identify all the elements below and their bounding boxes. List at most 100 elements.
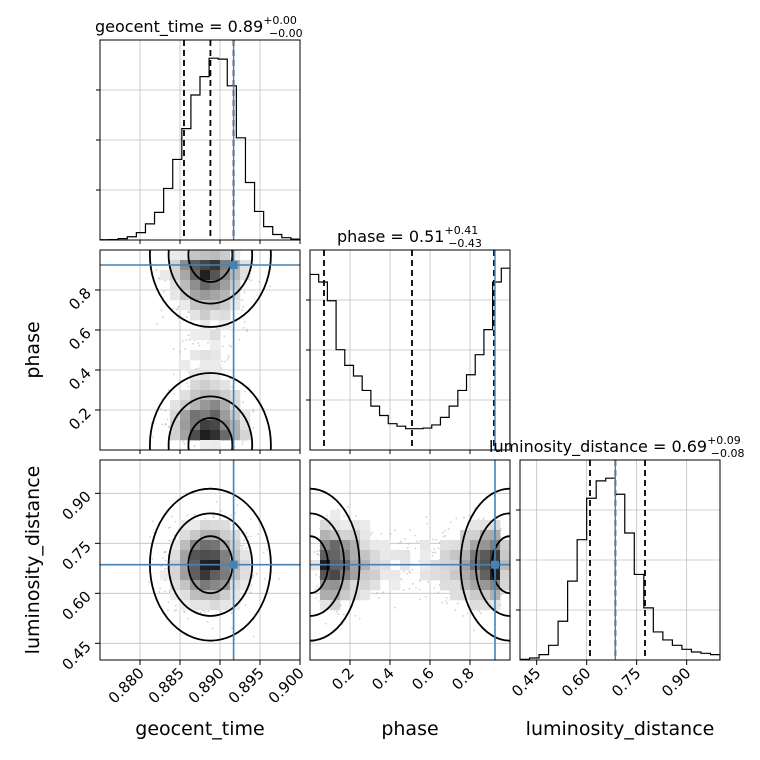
density-cell — [330, 510, 341, 521]
density-cell — [180, 390, 191, 401]
sample-point — [212, 516, 215, 519]
density-cell — [210, 340, 221, 351]
sample-point — [252, 408, 255, 411]
density-cell — [220, 520, 231, 531]
density-cell — [370, 540, 381, 551]
title-phase: phase = 0.51+0.41 −0.43 — [337, 224, 482, 250]
density-cell — [480, 550, 491, 561]
sample-point — [174, 609, 176, 612]
sample-point — [198, 344, 201, 347]
density-cell — [200, 420, 211, 431]
density-luminosity-distance-vs-geocent-time — [99, 459, 301, 661]
sample-point — [151, 558, 154, 560]
sample-point — [219, 509, 222, 512]
sample-point — [164, 590, 166, 593]
density-cell — [220, 290, 231, 301]
density-cell — [360, 520, 371, 531]
sample-point — [335, 610, 338, 613]
sample-point — [241, 299, 244, 301]
sample-point — [252, 427, 254, 429]
sample-point — [409, 528, 412, 531]
sample-point — [354, 614, 357, 617]
sample-point — [419, 598, 422, 601]
density-cell — [210, 590, 221, 601]
sample-point — [243, 291, 246, 294]
contour-line — [187, 250, 234, 283]
density-cell — [190, 410, 201, 421]
sample-point — [278, 578, 280, 580]
density-cell — [240, 570, 251, 581]
sample-point — [148, 535, 151, 538]
density-cell — [200, 280, 211, 291]
x-tick-label: 0.75 — [608, 664, 644, 700]
density-cell — [200, 410, 211, 421]
sample-point — [229, 514, 232, 517]
sample-point — [157, 277, 160, 280]
sample-point — [164, 423, 167, 426]
sample-point — [227, 354, 230, 357]
title-luminosity-distance: luminosity_distance = 0.69+0.09 −0.08 — [489, 434, 745, 460]
density-cell — [200, 430, 211, 441]
density-cell — [440, 540, 451, 551]
sample-point — [455, 517, 458, 520]
y-tick-label: 0.45 — [58, 637, 94, 673]
sample-point — [175, 609, 178, 611]
density-cell — [190, 520, 201, 531]
density-cell — [210, 310, 221, 321]
sample-point — [398, 542, 401, 545]
density-cell — [180, 540, 191, 551]
density-cell — [470, 590, 481, 601]
density-cell — [350, 570, 361, 581]
sample-point — [444, 600, 447, 603]
density-cell — [370, 550, 381, 561]
sample-point — [242, 401, 244, 404]
contour-line — [149, 250, 272, 328]
density-cell — [470, 540, 481, 551]
density-cell — [180, 280, 191, 291]
sample-point — [160, 309, 163, 312]
sample-point — [220, 610, 223, 613]
sample-point — [431, 554, 434, 557]
density-cell — [210, 330, 221, 341]
xlabel-luminosity-distance: luminosity_distance — [526, 718, 715, 740]
sample-point — [441, 531, 444, 534]
sample-point — [240, 532, 243, 535]
sample-point — [405, 572, 408, 575]
density-cell — [330, 520, 341, 531]
sample-point — [176, 306, 179, 309]
density-cell — [350, 580, 361, 591]
sample-point — [193, 445, 196, 447]
density-cell — [220, 550, 231, 561]
sample-point — [161, 316, 164, 319]
sample-point — [402, 589, 405, 592]
density-cell — [230, 550, 241, 561]
density-cell — [190, 250, 201, 261]
density-cell — [360, 540, 371, 551]
sample-point — [197, 367, 200, 370]
sample-point — [172, 307, 175, 310]
density-cell — [470, 580, 481, 591]
density-cell — [480, 590, 491, 601]
sample-point — [418, 579, 421, 582]
density-cell — [330, 600, 341, 611]
density-cell — [200, 440, 211, 450]
sample-point — [326, 517, 329, 520]
density-cell — [170, 290, 181, 301]
y-tick-label: 0.4 — [65, 364, 95, 394]
sample-point — [187, 617, 189, 620]
sample-point — [314, 589, 317, 591]
sample-point — [435, 539, 438, 541]
density-cell — [210, 280, 221, 291]
density-cell — [380, 540, 391, 551]
sample-point — [249, 591, 252, 594]
density-cell — [200, 270, 211, 281]
title-geocent-time: geocent_time = 0.89+0.00 −0.00 — [95, 14, 303, 40]
sample-point — [160, 408, 163, 411]
density-cell — [320, 600, 331, 611]
density-cell — [190, 300, 201, 311]
sample-point — [204, 611, 207, 614]
density-cell — [180, 250, 191, 261]
sample-point — [245, 532, 248, 534]
sample-point — [186, 514, 189, 517]
x-tick-label: 0.900 — [265, 664, 308, 707]
